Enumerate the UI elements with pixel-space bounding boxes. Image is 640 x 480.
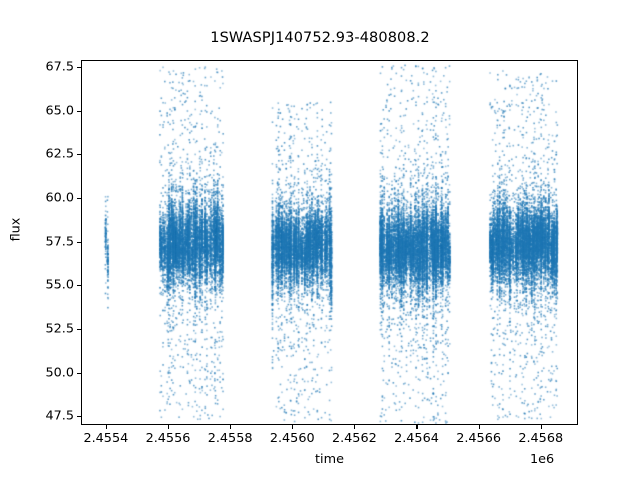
y-tick-mark xyxy=(77,372,81,374)
x-tick-label: 2.4562 xyxy=(331,431,377,446)
x-tick-label: 2.4556 xyxy=(145,431,191,446)
y-tick-mark xyxy=(77,154,81,156)
x-tick-label: 2.4554 xyxy=(83,431,129,446)
x-tick-mark xyxy=(478,425,480,429)
y-axis-label: flux xyxy=(8,217,24,242)
y-tick-label: 60.0 xyxy=(45,190,75,206)
x-tick-mark xyxy=(167,425,170,429)
y-tick-mark xyxy=(77,285,81,287)
y-tick-mark xyxy=(77,241,81,243)
y-axis-tick-marks xyxy=(77,60,81,425)
x-tick-mark xyxy=(105,425,107,429)
x-tick-label: 2.4564 xyxy=(394,431,439,446)
x-axis-tick-labels: 2.4554 2.4556 2.4558 2.4560 2.4562 2.4564 2.45… xyxy=(81,431,578,449)
x-tick-mark xyxy=(230,425,232,429)
y-tick-label: 67.5 xyxy=(45,59,75,75)
x-tick-label: 2.4558 xyxy=(207,431,253,446)
scatter-plot-canvas xyxy=(82,61,577,424)
y-axis-tick-labels: 47.5 50.0 52.5 55.0 57.5 60.0 62.5 65.0 67.5 xyxy=(0,59,75,425)
y-tick-label: 57.5 xyxy=(45,234,75,250)
x-tick-label: 2.4566 xyxy=(456,431,501,446)
x-tick-mark xyxy=(292,425,294,429)
y-tick-mark xyxy=(77,416,81,418)
x-tick-label: 2.4560 xyxy=(269,431,315,446)
page-title: 1SWASPJ140752.93-480808.2 xyxy=(210,30,430,46)
plot-axes xyxy=(81,60,578,425)
x-tick-mark xyxy=(540,425,542,429)
x-tick-mark xyxy=(416,425,418,429)
x-axis-tick-marks xyxy=(81,425,578,429)
x-tick-mark xyxy=(354,425,356,429)
y-tick-mark xyxy=(77,110,81,112)
y-tick-mark xyxy=(77,66,81,69)
y-tick-label: 62.5 xyxy=(45,146,75,162)
y-tick-label: 50.0 xyxy=(45,365,75,381)
x-tick-label: 2.4568 xyxy=(518,431,564,446)
x-axis-offset-label: 1e6 xyxy=(530,452,555,467)
y-tick-label: 55.0 xyxy=(45,277,75,293)
y-tick-label: 65.0 xyxy=(45,103,75,119)
y-tick-mark xyxy=(77,197,81,199)
y-tick-label: 52.5 xyxy=(45,321,75,337)
x-axis-label: time xyxy=(315,452,344,467)
y-tick-mark xyxy=(77,328,81,330)
y-tick-label: 47.5 xyxy=(45,408,75,424)
